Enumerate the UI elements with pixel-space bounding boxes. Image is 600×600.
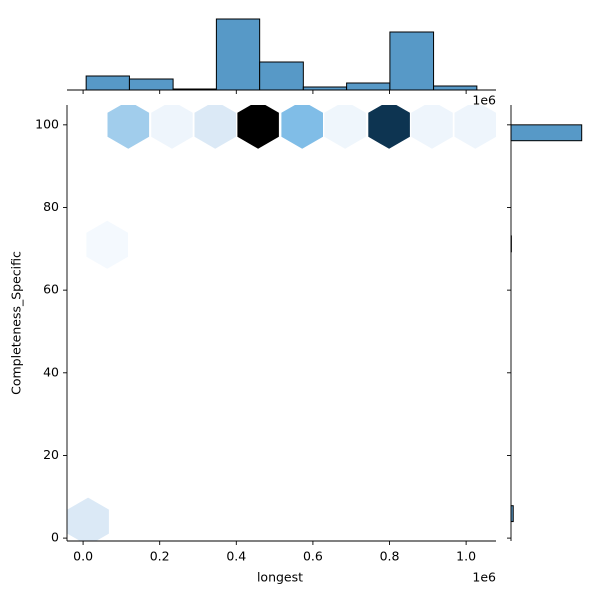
- y-tick-label: 40: [43, 364, 59, 379]
- x-tick-label: 0.0: [73, 549, 93, 564]
- top-hist-bar: [215, 18, 261, 91]
- hexbin: [67, 497, 109, 541]
- y-tick-label: 80: [43, 199, 59, 214]
- y-tick-label: 100: [35, 116, 59, 131]
- hexbin: [454, 105, 496, 149]
- x-axis-label: longest: [257, 570, 303, 585]
- y-axis-label: Completeness_Specific: [9, 251, 24, 395]
- top-hist-bar: [433, 85, 478, 91]
- x-tick-label: 1.0: [456, 549, 476, 564]
- x-tick-label: 0.6: [303, 549, 323, 564]
- x-offset-label: 1e6: [472, 570, 496, 585]
- x-tick-label: 0.8: [380, 549, 400, 564]
- y-tick-label: 0: [51, 530, 59, 545]
- top-hist-bar: [389, 31, 435, 91]
- top-hist-bar: [128, 78, 174, 91]
- top-hist-bar: [85, 75, 130, 91]
- hexbin: [411, 105, 453, 149]
- top-hist-bar: [259, 61, 304, 91]
- y-tick-label: 20: [43, 447, 59, 462]
- y-tick-label: 60: [43, 282, 59, 297]
- hexbin: [151, 105, 193, 149]
- hexbin: [107, 105, 150, 149]
- hexbin: [237, 105, 279, 149]
- hexbin: [86, 220, 128, 269]
- top-hist-bar: [346, 82, 391, 91]
- top-hist-bar: [172, 88, 217, 91]
- hexbin: [368, 105, 410, 149]
- x-tick-label: 0.4: [226, 549, 246, 564]
- top-offset-label: 1e6: [472, 93, 496, 108]
- hexbin-area: [67, 105, 496, 541]
- hexbin: [194, 105, 236, 149]
- hexbin: [324, 105, 366, 149]
- x-tick-label: 0.2: [150, 549, 170, 564]
- top-hist-bar: [302, 86, 348, 91]
- hexbin: [281, 105, 323, 149]
- right-hist-bar: [510, 505, 514, 523]
- right-hist-bar: [510, 124, 583, 142]
